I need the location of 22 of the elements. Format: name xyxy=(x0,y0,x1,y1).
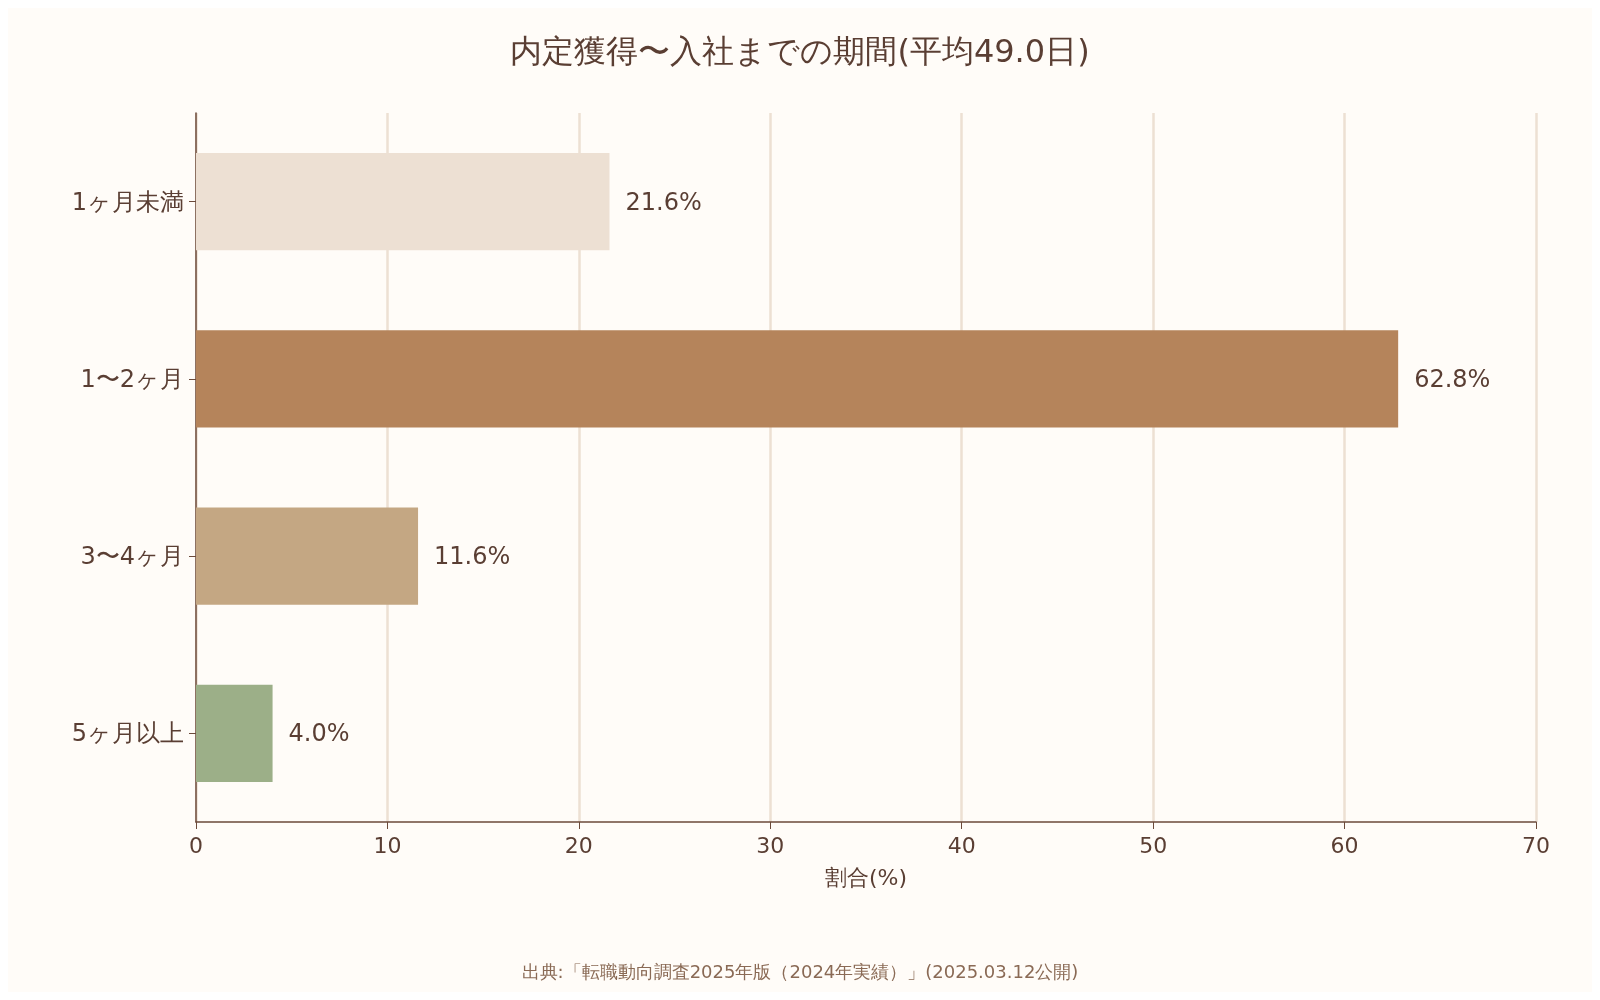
x-tick-label: 40 xyxy=(947,832,976,858)
data-label: 11.6% xyxy=(434,542,511,571)
bar xyxy=(196,330,1399,428)
data-label: 21.6% xyxy=(625,187,702,216)
x-tick-label: 60 xyxy=(1330,832,1359,858)
x-tick-label: 10 xyxy=(373,832,402,858)
x-axis-title: 割合(%) xyxy=(824,864,908,890)
x-tick-label: 0 xyxy=(189,832,203,858)
data-label: 62.8% xyxy=(1414,364,1491,393)
y-tick-label: 1〜2ヶ月 xyxy=(80,364,184,393)
y-tick-label: 5ヶ月以上 xyxy=(71,719,184,748)
data-label: 4.0% xyxy=(288,719,350,748)
y-tick-label: 3〜4ヶ月 xyxy=(80,542,184,571)
y-tick-label: 1ヶ月未満 xyxy=(71,187,184,216)
chart-title: 内定獲得〜入社までの期間(平均49.0日) xyxy=(510,32,1090,70)
bar xyxy=(196,684,273,783)
bar xyxy=(196,507,419,605)
source-note: 出典:「転職動向調査2025年版（2024年実績）」(2025.03.12公開) xyxy=(521,960,1079,982)
x-tick-label: 30 xyxy=(756,832,785,858)
x-tick-label: 20 xyxy=(564,832,593,858)
x-tick-label: 50 xyxy=(1139,832,1168,858)
x-tick-label: 70 xyxy=(1522,832,1550,858)
